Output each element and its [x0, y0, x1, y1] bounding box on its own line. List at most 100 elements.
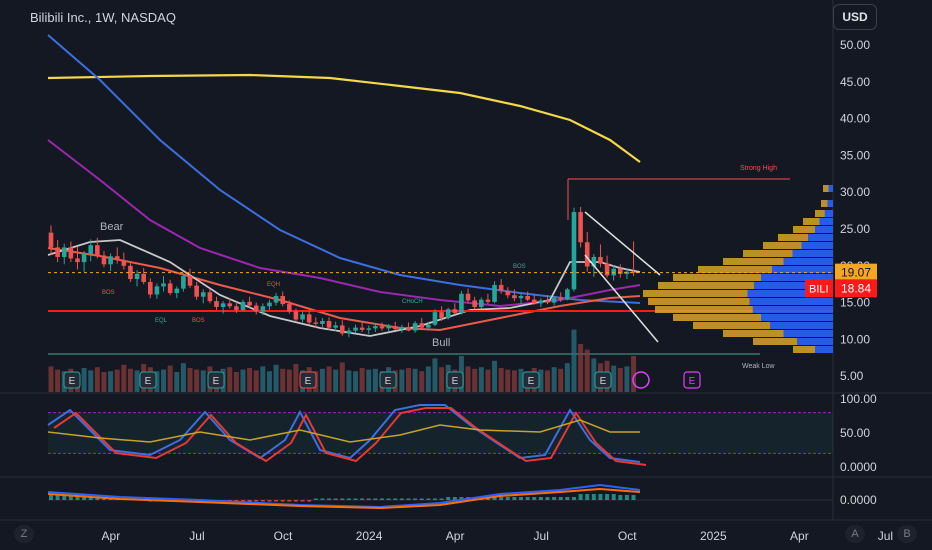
earnings-icon [299, 371, 317, 389]
volume-profile-bar [673, 274, 761, 281]
volume-bar [194, 369, 200, 392]
candle-body [174, 288, 180, 294]
macd-histogram-bar [340, 498, 345, 500]
eql-label: EQL [155, 318, 168, 324]
volume-bar [55, 369, 61, 392]
candle-body [366, 328, 372, 330]
volume-bar [280, 368, 286, 392]
log-scale-button[interactable]: B [897, 525, 917, 543]
candle-body [161, 283, 166, 287]
eqh-label: EQH [267, 282, 280, 288]
y-tick-label: 40.00 [840, 112, 870, 126]
volume-profile-bar [648, 298, 750, 305]
volume-profile-bar [815, 346, 833, 353]
x-tick-label: 2024 [356, 529, 383, 543]
stoch-k-line [47, 404, 641, 463]
volume-bar [319, 368, 325, 392]
candle-body [81, 254, 87, 263]
macd-histogram-bar [598, 494, 603, 500]
volume-bar [260, 366, 266, 392]
macd-histogram-bar [558, 497, 563, 500]
volume-bar [174, 372, 180, 392]
weak-low-label: Weak Low [742, 363, 775, 370]
candle-body [293, 311, 299, 320]
strong-high-label: Strong High [740, 165, 777, 172]
candle-body [181, 276, 186, 289]
candle-body [426, 324, 431, 328]
candle-body [75, 258, 80, 263]
macd-histogram-bar [293, 500, 298, 502]
candle-body [571, 212, 577, 290]
last-price-value: 19.07 [841, 266, 871, 280]
candle-body [472, 300, 477, 308]
symbol-price-badge [835, 279, 877, 298]
candle-body [432, 312, 438, 325]
currency-button[interactable]: USD [833, 4, 877, 30]
volume-bar [266, 371, 272, 392]
candle-body [200, 292, 206, 297]
candle-body [55, 247, 60, 257]
macd-histogram-bar [267, 500, 272, 502]
candle-body [386, 326, 391, 329]
volume-bar [114, 369, 120, 392]
candle-body [525, 295, 530, 300]
candle-body [134, 273, 140, 280]
candle-body [505, 290, 511, 296]
macd-histogram-bar [55, 494, 60, 500]
osc-tick-label: 0.0000 [840, 460, 877, 474]
y-tick-label: 35.00 [840, 148, 870, 162]
candle-body [128, 265, 133, 280]
macd-histogram-bar [380, 498, 384, 500]
y-tick-label: 15.00 [840, 296, 870, 310]
volume-bar [492, 360, 498, 392]
volume-bar [333, 369, 339, 392]
volume-bar [631, 356, 637, 392]
volume-bar [167, 365, 173, 392]
macd-histogram-bar [307, 500, 312, 502]
magnet-button[interactable]: Z [14, 525, 34, 543]
volume-bar [154, 371, 160, 392]
volume-bar [161, 369, 167, 392]
volume-bar [571, 329, 577, 392]
macd-histogram-bar [234, 500, 239, 502]
osc-tick-label: 100.00 [840, 392, 877, 406]
earnings-label: E [305, 376, 312, 387]
volume-bar [227, 367, 233, 392]
y-tick-label: 45.00 [840, 75, 870, 89]
macd-histogram-bar [525, 497, 530, 500]
x-tick-label: Oct [618, 529, 637, 543]
candle-body [359, 327, 365, 330]
candle-body [412, 323, 418, 331]
ma-20-line [47, 247, 641, 332]
bos-label: BOS [192, 318, 205, 324]
macd-histogram-bar [426, 498, 431, 500]
volume-profile-bar [752, 306, 833, 313]
chart-title: Bilibili Inc., 1W, NASDAQ [30, 10, 176, 25]
candle-body [108, 256, 113, 265]
candle-body [584, 242, 590, 267]
macd-histogram-bar [406, 498, 411, 500]
volume-bar [564, 363, 570, 392]
candle-body [512, 295, 517, 299]
macd-histogram-bar [605, 494, 610, 500]
volume-bar [439, 367, 445, 392]
ma-200-line [47, 73, 641, 163]
earnings-label: E [528, 376, 535, 387]
volume-bar [180, 363, 186, 392]
candle-body [300, 314, 305, 320]
macd-histogram-bar [260, 500, 265, 502]
volume-bar [551, 367, 557, 392]
volume-bar [405, 368, 411, 392]
candle-body [498, 284, 504, 291]
candle-body [194, 285, 199, 297]
auto-scale-button[interactable]: A [845, 525, 865, 543]
macd-histogram-bar [68, 495, 73, 500]
volume-profile-bar [778, 234, 809, 241]
volume-bar [48, 366, 54, 392]
volume-profile-bar [754, 282, 833, 289]
volume-bar [81, 368, 87, 392]
volume-profile-bar [793, 346, 815, 353]
last-price-badge [835, 263, 877, 282]
volume-bar [511, 370, 517, 392]
